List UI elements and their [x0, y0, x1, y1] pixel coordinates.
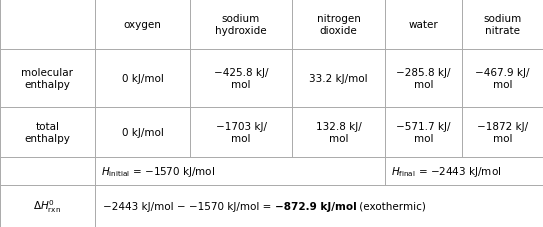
Text: total
enthalpy: total enthalpy — [24, 121, 71, 143]
Text: water: water — [409, 20, 438, 30]
Text: −571.7 kJ/
mol: −571.7 kJ/ mol — [396, 121, 451, 143]
Text: 33.2 kJ/mol: 33.2 kJ/mol — [309, 74, 368, 84]
Text: $\Delta H^{0}_{\mathrm{rxn}}$: $\Delta H^{0}_{\mathrm{rxn}}$ — [34, 198, 61, 215]
Text: molecular
enthalpy: molecular enthalpy — [22, 67, 73, 90]
Text: $\mathit{H}_{\mathrm{initial}}$ = −1570 kJ/mol: $\mathit{H}_{\mathrm{initial}}$ = −1570 … — [101, 164, 215, 178]
Text: $\mathit{H}_{\mathrm{final}}$ = −2443 kJ/mol: $\mathit{H}_{\mathrm{final}}$ = −2443 kJ… — [391, 164, 501, 178]
Text: (exothermic): (exothermic) — [356, 201, 426, 211]
Text: −467.9 kJ/
mol: −467.9 kJ/ mol — [475, 67, 530, 90]
Text: −285.8 kJ/
mol: −285.8 kJ/ mol — [396, 67, 451, 90]
Text: −1872 kJ/
mol: −1872 kJ/ mol — [477, 121, 528, 143]
Text: −2443 kJ/mol − −1570 kJ/mol =: −2443 kJ/mol − −1570 kJ/mol = — [103, 201, 275, 211]
Text: oxygen: oxygen — [124, 20, 161, 30]
Text: −425.8 kJ/
mol: −425.8 kJ/ mol — [214, 67, 268, 90]
Text: sodium
hydroxide: sodium hydroxide — [215, 14, 267, 36]
Text: 0 kJ/mol: 0 kJ/mol — [122, 74, 163, 84]
Text: 0 kJ/mol: 0 kJ/mol — [122, 127, 163, 137]
Text: −1703 kJ/
mol: −1703 kJ/ mol — [216, 121, 267, 143]
Text: nitrogen
dioxide: nitrogen dioxide — [317, 14, 361, 36]
Text: −872.9 kJ/mol: −872.9 kJ/mol — [275, 201, 356, 211]
Text: 132.8 kJ/
mol: 132.8 kJ/ mol — [315, 121, 362, 143]
Text: sodium
nitrate: sodium nitrate — [483, 14, 522, 36]
